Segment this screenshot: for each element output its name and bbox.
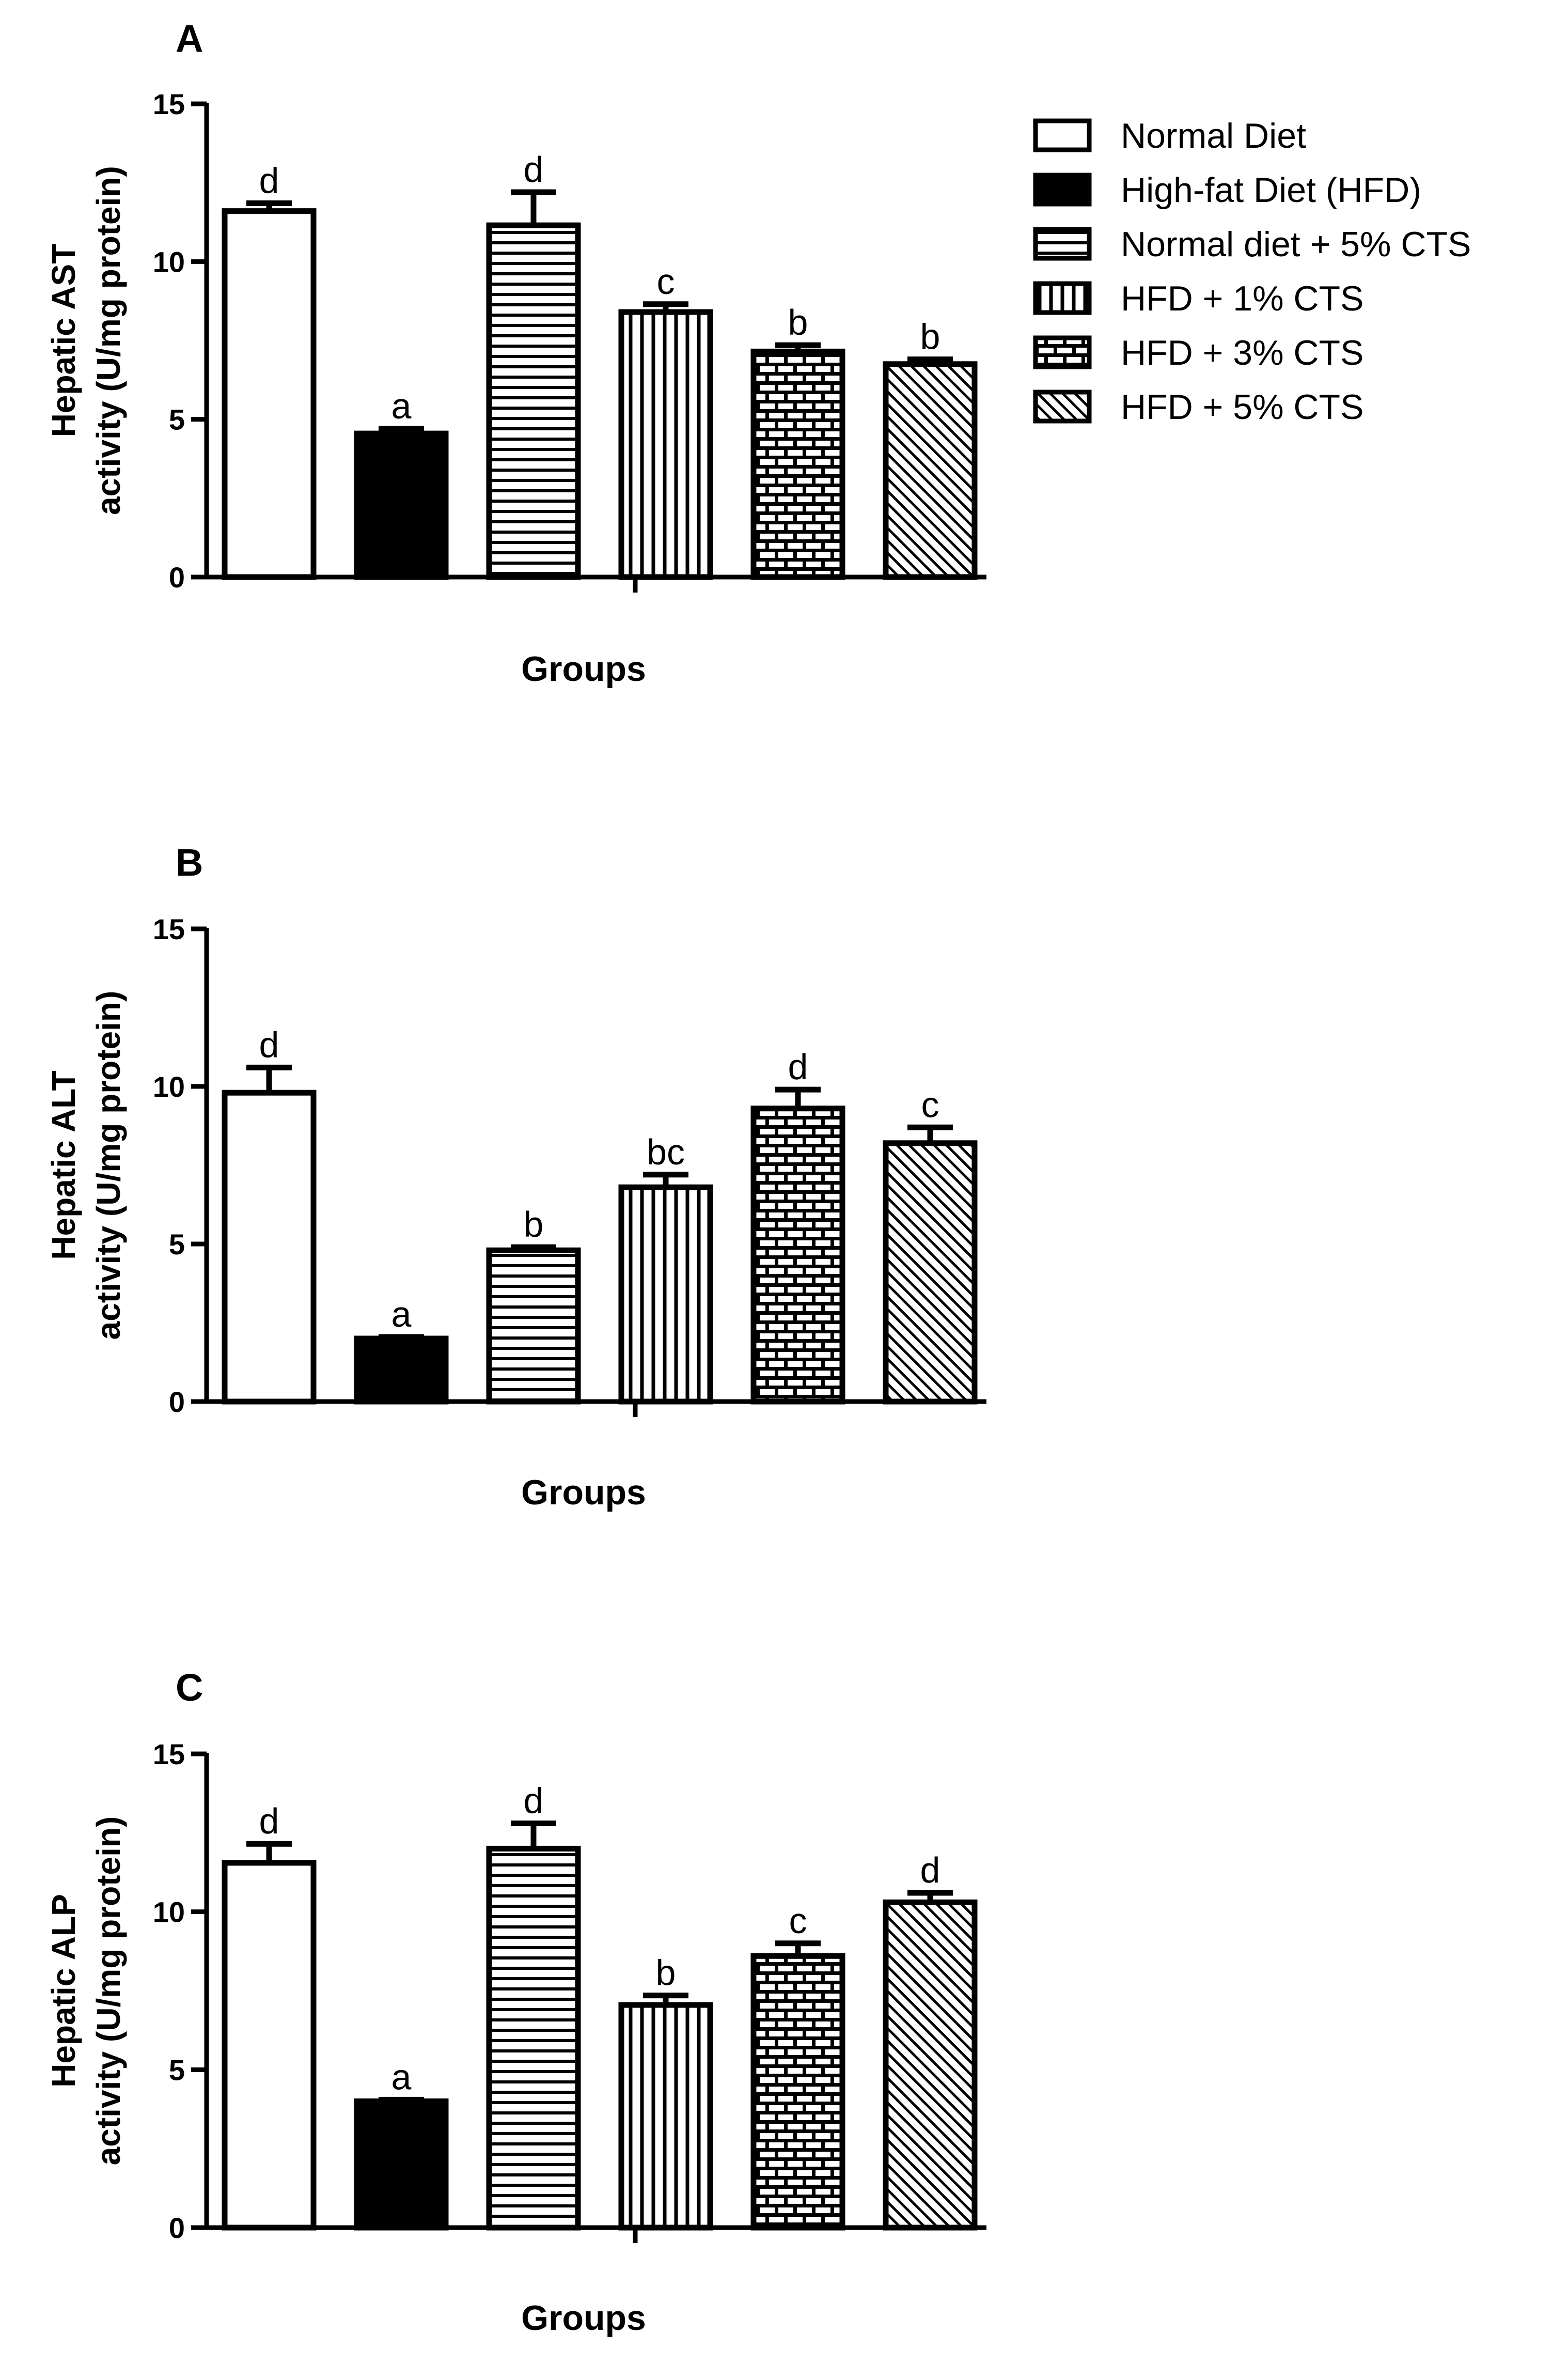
panel-c: C 0 5 10 15 Hepatic ALP activity (U/mg protein… (45, 1666, 986, 2338)
panel-letter: B (176, 841, 203, 884)
y-tick-label: 15 (153, 913, 185, 945)
significance-label: b (656, 1953, 676, 1993)
y-axis-title-line1: Hepatic ALT (45, 1070, 82, 1259)
y-tick-label: 10 (153, 1896, 185, 1928)
y-tick-label: 15 (153, 88, 185, 120)
bar (750, 1953, 845, 2231)
significance-label: a (391, 1294, 412, 1334)
significance-label: d (524, 149, 544, 190)
bar (883, 1899, 978, 2231)
y-tick-label: 0 (169, 1386, 185, 1418)
legend-label: Normal Diet (1121, 116, 1306, 155)
legend-label: HFD + 5% CTS (1121, 387, 1363, 427)
y-axis-title-line2: activity (U/mg protein) (90, 991, 127, 1340)
bar (486, 1247, 581, 1405)
bar (222, 1860, 317, 2231)
significance-label: b (788, 302, 808, 343)
y-tick-label: 15 (153, 1738, 185, 1770)
significance-label: d (259, 160, 279, 200)
y-tick-label: 5 (169, 403, 185, 436)
bar (618, 1184, 713, 1405)
significance-label: a (391, 2057, 412, 2097)
legend-swatch (1033, 281, 1092, 315)
legend-label: HFD + 1% CTS (1121, 279, 1363, 318)
y-tick-label: 0 (169, 2212, 185, 2244)
significance-label: c (657, 261, 675, 302)
panel-b: B 0 5 10 15 Hepatic ALT activity (U/mg protein… (45, 841, 986, 1512)
x-axis-title: Groups (521, 649, 646, 689)
panel-letter: A (176, 17, 203, 60)
y-axis-title-line1: Hepatic ALP (45, 1894, 82, 2088)
bar (354, 1335, 449, 1405)
significance-label: b (920, 317, 940, 357)
x-axis-title: Groups (521, 1473, 646, 1512)
bar (618, 309, 713, 580)
bar (486, 222, 581, 580)
legend-swatch (1033, 227, 1092, 261)
legend-swatch (1033, 118, 1092, 152)
bar (222, 208, 317, 580)
legend-label: Normal diet + 5% CTS (1121, 225, 1471, 264)
significance-label: d (259, 1024, 279, 1065)
legend-swatch (1033, 390, 1092, 424)
y-tick-label: 5 (169, 2054, 185, 2086)
significance-label: c (789, 1901, 807, 1941)
y-tick-label: 10 (153, 245, 185, 278)
bar (222, 1090, 317, 1405)
x-axis-title: Groups (521, 2298, 646, 2338)
significance-label: a (391, 386, 412, 426)
bar (883, 361, 978, 580)
bar (486, 1845, 581, 2231)
significance-label: c (921, 1084, 939, 1125)
legend: Normal Diet High-fat Diet (HFD) Normal die… (1033, 116, 1471, 427)
significance-label: d (259, 1801, 279, 1841)
y-tick-label: 0 (169, 561, 185, 594)
y-axis-title-line1: Hepatic AST (45, 244, 82, 438)
significance-label: d (920, 1850, 940, 1890)
bar (883, 1140, 978, 1405)
bar (354, 430, 449, 580)
y-tick-label: 5 (169, 1228, 185, 1261)
y-tick-label: 10 (153, 1070, 185, 1103)
bar (750, 1106, 845, 1405)
y-axis-title-line2: activity (U/mg protein) (90, 1816, 127, 2166)
legend-swatch (1033, 173, 1092, 207)
bar (750, 348, 845, 580)
legend-label: HFD + 3% CTS (1121, 333, 1363, 372)
bar (354, 2098, 449, 2231)
legend-label: High-fat Diet (HFD) (1121, 170, 1421, 210)
significance-label: b (524, 1204, 544, 1245)
significance-label: d (788, 1047, 808, 1087)
bar (618, 2002, 713, 2231)
legend-swatch (1033, 335, 1092, 369)
panel-letter: C (176, 1666, 203, 1709)
significance-label: bc (647, 1132, 685, 1172)
panel-a: A 0 5 10 15 Hepatic AST activity (U/mg protein… (45, 17, 986, 689)
significance-label: d (524, 1780, 544, 1821)
y-axis-title-line2: activity (U/mg protein) (90, 166, 127, 515)
